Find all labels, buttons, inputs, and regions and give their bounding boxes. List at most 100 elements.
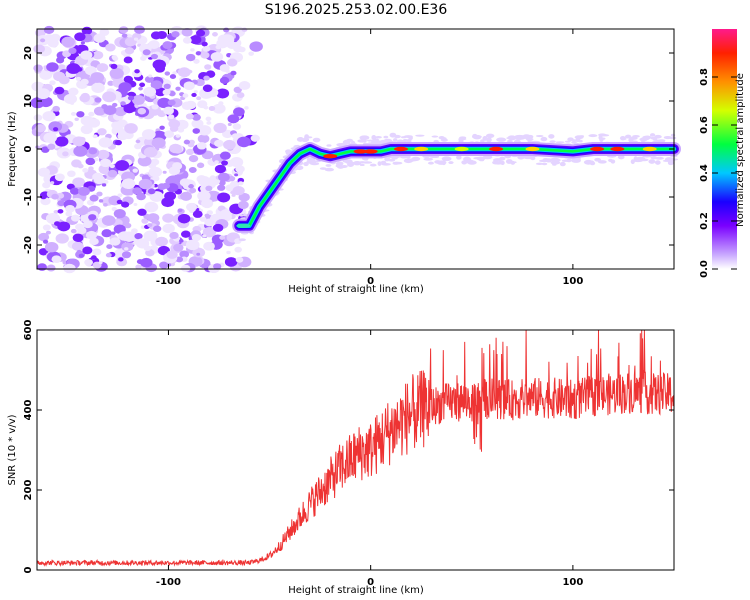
- snr-ytick-label: 400: [23, 400, 34, 421]
- noise-blob: [168, 119, 181, 129]
- noise-blob: [244, 106, 249, 110]
- spectrogram-xtick-label: 0: [367, 276, 374, 287]
- noise-blob: [218, 172, 230, 182]
- noise-blob: [90, 72, 105, 83]
- snr-xtick-label: 100: [562, 577, 583, 588]
- noise-blob: [133, 37, 139, 41]
- snr-xtick-label: -100: [156, 577, 181, 588]
- noise-blob: [45, 230, 51, 235]
- noise-blob: [217, 184, 226, 191]
- track-fringe: [461, 160, 469, 164]
- noise-blob: [53, 71, 66, 82]
- signal-hotspot: [236, 223, 251, 228]
- track-fringe: [436, 160, 447, 165]
- noise-blob: [172, 71, 177, 75]
- noise-blob: [141, 218, 149, 224]
- noise-blob: [232, 123, 242, 130]
- noise-blob: [118, 257, 124, 262]
- track-fringe: [392, 161, 403, 165]
- noise-blob: [121, 251, 132, 259]
- noise-blob: [196, 96, 202, 101]
- track-fringe: [597, 160, 607, 164]
- noise-blob: [134, 143, 142, 150]
- track-fringe: [621, 137, 627, 140]
- track-fringe: [654, 156, 664, 160]
- noise-blob: [42, 111, 56, 122]
- noise-blob: [119, 26, 129, 34]
- noise-blob: [250, 134, 260, 142]
- noise-blob: [78, 253, 85, 258]
- noise-blob: [162, 89, 171, 96]
- noise-blob: [70, 214, 81, 222]
- noise-blob: [148, 74, 153, 78]
- noise-blob: [140, 257, 153, 268]
- noise-blob: [38, 248, 49, 256]
- noise-blob: [148, 40, 160, 49]
- noise-blob: [134, 232, 143, 240]
- noise-blob: [35, 124, 46, 133]
- noise-blob: [162, 213, 175, 223]
- noise-blob: [200, 51, 210, 59]
- noise-blob: [53, 209, 59, 214]
- track-fringe: [324, 167, 335, 172]
- noise-blob: [191, 234, 202, 242]
- noise-blob: [80, 50, 93, 60]
- track-fringe: [550, 160, 561, 165]
- noise-blob: [216, 88, 230, 99]
- noise-blob: [183, 81, 195, 90]
- noise-blob: [144, 75, 154, 83]
- track-fringe: [654, 134, 662, 139]
- noise-blob: [37, 167, 50, 177]
- noise-blob: [42, 239, 49, 244]
- noise-blob: [115, 160, 130, 171]
- noise-blob: [94, 97, 102, 103]
- track-fringe: [359, 163, 365, 167]
- noise-blob: [52, 127, 59, 132]
- noise-blob: [93, 106, 106, 116]
- noise-blob: [140, 225, 146, 229]
- noise-blob: [155, 236, 168, 247]
- track-fringe: [485, 133, 495, 138]
- noise-blob: [168, 166, 181, 176]
- noise-blob: [171, 31, 180, 38]
- track-fringe: [377, 161, 382, 166]
- signal-hotspot: [323, 154, 338, 159]
- track-fringe: [326, 144, 332, 147]
- noise-blob: [192, 113, 201, 121]
- noise-blob: [57, 209, 64, 214]
- noise-blob: [238, 46, 246, 53]
- noise-blob: [202, 84, 213, 92]
- track-fringe: [492, 160, 499, 165]
- noise-blob: [48, 121, 63, 132]
- noise-blob: [230, 70, 237, 76]
- track-fringe: [352, 161, 362, 166]
- track-fringe: [589, 161, 596, 166]
- spectrogram-ytick-label: 20: [23, 46, 34, 60]
- noise-blob: [238, 192, 250, 202]
- noise-blob: [85, 157, 96, 166]
- noise-blob: [203, 241, 215, 251]
- noise-blob: [175, 86, 181, 91]
- track-fringe: [545, 158, 553, 163]
- track-fringe: [575, 136, 581, 142]
- snr-ylabel: SNR (10 * v/v): [7, 414, 18, 485]
- noise-blob: [202, 234, 207, 238]
- noise-blob: [45, 213, 61, 224]
- signal-hotspot: [489, 146, 504, 152]
- track-fringe: [459, 136, 467, 140]
- noise-blob: [193, 58, 200, 64]
- noise-blob: [206, 210, 213, 216]
- noise-blob: [212, 103, 226, 114]
- noise-blob: [177, 213, 191, 224]
- noise-blob: [177, 127, 185, 133]
- colorbar-tick-label: 0.2: [699, 212, 710, 230]
- noise-blob: [44, 242, 59, 253]
- noise-blob: [226, 250, 231, 255]
- noise-blob: [224, 257, 238, 267]
- noise-blob: [70, 228, 77, 234]
- noise-blob: [150, 53, 159, 60]
- noise-blob: [89, 194, 99, 202]
- noise-blob: [179, 250, 190, 259]
- noise-blob: [182, 36, 192, 44]
